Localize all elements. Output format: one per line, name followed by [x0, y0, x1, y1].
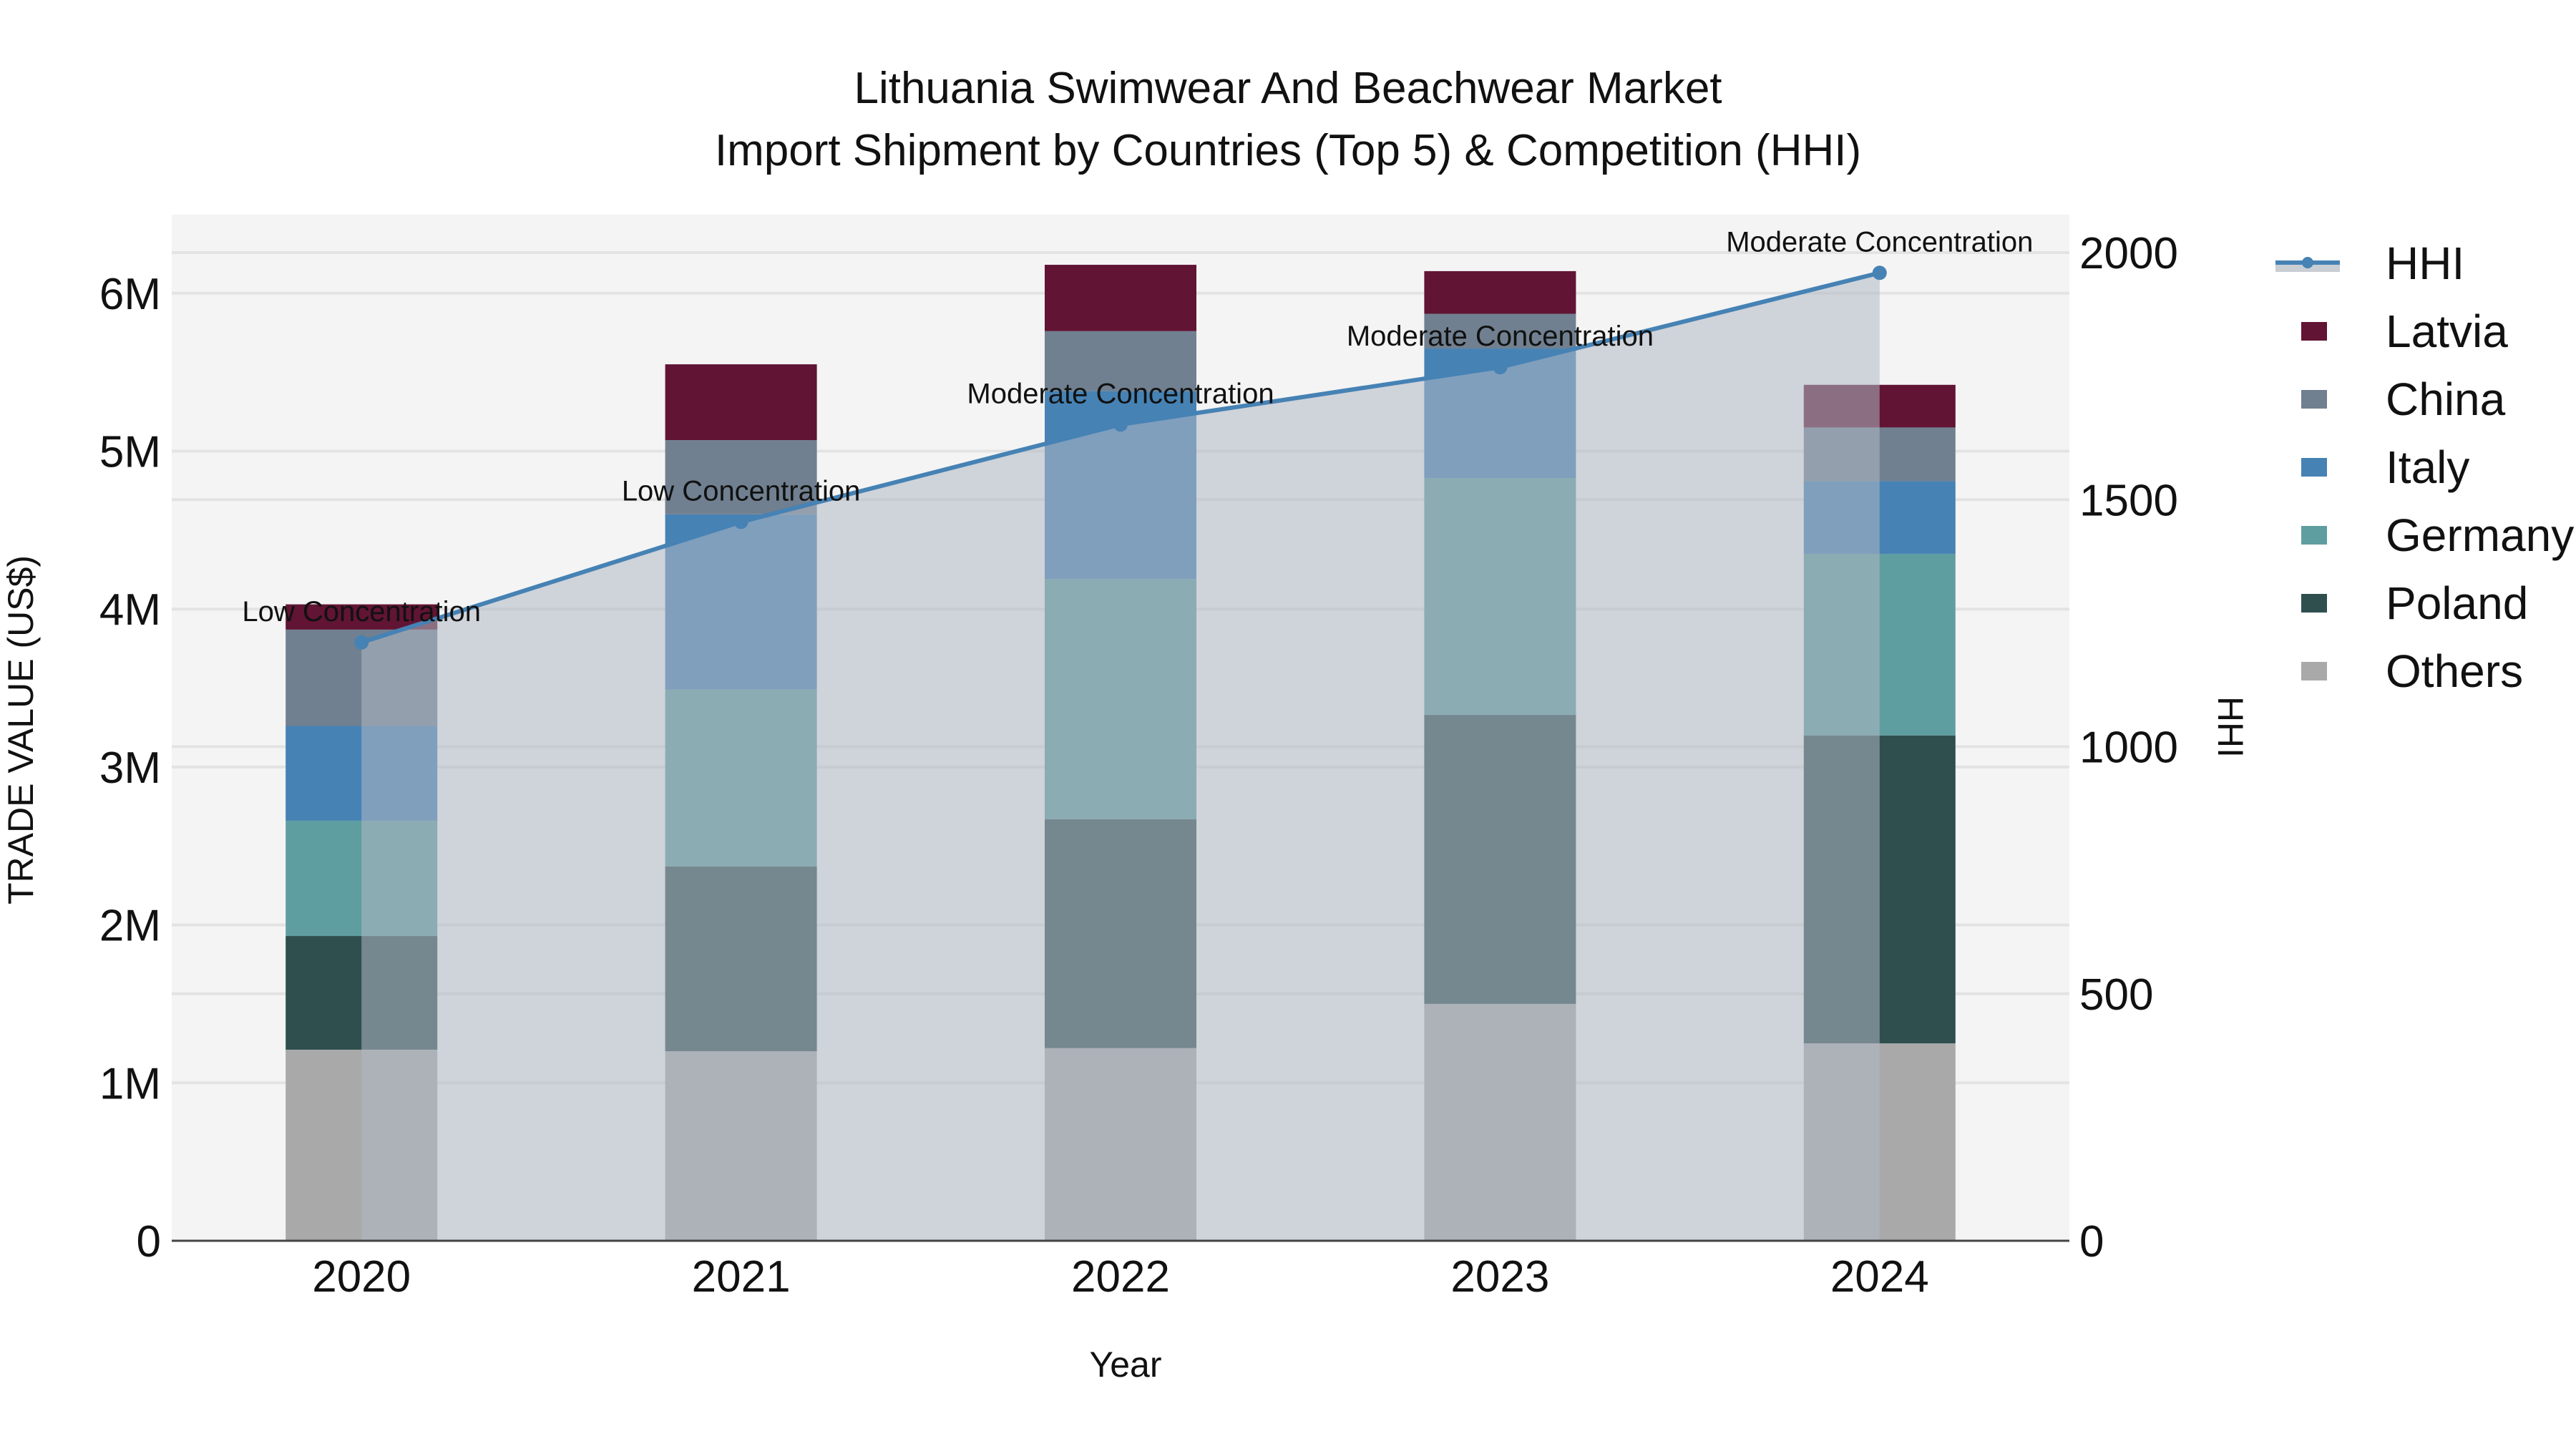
- chart-title-line1: Lithuania Swimwear And Beachwear Market: [854, 64, 1722, 113]
- legend-item-germany[interactable]: Germany: [2275, 501, 2574, 569]
- square-swatch-icon: [2301, 457, 2327, 477]
- y-tick-label: 5M: [99, 428, 161, 477]
- y-tick-label: 4M: [99, 585, 161, 635]
- legend-item-china[interactable]: China: [2275, 365, 2574, 433]
- y-axis-ticks: 0 1M 2M 3M 4M 5M 6M: [99, 270, 161, 1267]
- hhi-annotations: Low Concentration Low Concentration Modera…: [242, 226, 2033, 627]
- legend-label: Italy: [2386, 441, 2470, 493]
- y-tick-label: 1M: [99, 1059, 161, 1108]
- y-tick-label: 3M: [99, 743, 161, 793]
- legend-item-poland[interactable]: Poland: [2275, 569, 2574, 637]
- hhi-annotation-label: Moderate Concentration: [1347, 321, 1654, 352]
- hhi-marker: [733, 514, 748, 530]
- y2-axis-title: HHI: [2210, 696, 2250, 758]
- legend-label: Poland: [2386, 577, 2529, 629]
- square-swatch-icon: [2301, 389, 2327, 409]
- hhi-annotation-label: Moderate Concentration: [967, 378, 1274, 409]
- legend-label: Germany: [2386, 509, 2575, 561]
- x-tick-label: 2024: [1830, 1252, 1929, 1302]
- hhi-annotation-label: Moderate Concentration: [1726, 226, 2033, 258]
- bar-segment-china: [1424, 313, 1576, 349]
- hhi-fill-area: [361, 273, 1880, 1241]
- hhi-marker: [1493, 360, 1508, 375]
- legend-item-hhi[interactable]: HHI: [2275, 229, 2574, 297]
- x-axis-ticks: 2020 2021 2022 2023 2024: [312, 1252, 1929, 1302]
- y2-tick-label: 0: [2079, 1217, 2104, 1267]
- bar-segment-latvia: [1045, 265, 1196, 331]
- bar-segment-china: [665, 440, 817, 514]
- legend-label: Latvia: [2386, 305, 2508, 357]
- hhi-marker: [1872, 265, 1887, 280]
- chart-title-line2: Import Shipment by Countries (Top 5) & C…: [714, 126, 1862, 175]
- hhi-line-icon: [2275, 254, 2340, 273]
- y2-tick-label: 1500: [2079, 476, 2178, 525]
- hhi-annotation-label: Low Concentration: [242, 596, 481, 628]
- y2-tick-label: 500: [2079, 970, 2153, 1020]
- y-tick-label: 6M: [99, 270, 161, 319]
- x-tick-label: 2022: [1071, 1252, 1170, 1302]
- x-tick-label: 2020: [312, 1252, 411, 1302]
- hhi-annotation-label: Low Concentration: [622, 475, 861, 507]
- y-tick-label: 0: [137, 1217, 161, 1267]
- x-tick-label: 2023: [1450, 1252, 1549, 1302]
- square-swatch-icon: [2301, 321, 2327, 341]
- bar-segment-latvia: [665, 364, 817, 441]
- legend-item-others[interactable]: Others: [2275, 637, 2574, 705]
- y-tick-label: 2M: [99, 902, 161, 951]
- square-swatch-icon: [2301, 661, 2327, 680]
- hhi-marker: [354, 635, 369, 650]
- square-swatch-icon: [2301, 593, 2327, 613]
- hhi-marker: [1113, 417, 1128, 432]
- y2-axis-ticks: 0 500 1000 1500 2000: [2079, 229, 2178, 1267]
- x-tick-label: 2021: [692, 1252, 791, 1302]
- square-swatch-icon: [2301, 525, 2327, 545]
- y-axis-title: TRADE VALUE (US$): [1, 555, 41, 904]
- hhi-line: [354, 265, 1887, 650]
- legend-label: HHI: [2386, 237, 2465, 289]
- bar-segment-latvia: [1424, 270, 1576, 314]
- x-axis-title: Year: [1089, 1345, 1161, 1385]
- bar-segment-china: [1045, 331, 1196, 391]
- legend-item-italy[interactable]: Italy: [2275, 433, 2574, 501]
- legend: HHI Latvia China Italy Germany Poland Ot…: [2275, 229, 2574, 705]
- legend-item-latvia[interactable]: Latvia: [2275, 297, 2574, 365]
- y2-tick-label: 1000: [2079, 723, 2178, 773]
- legend-label: Others: [2386, 645, 2524, 697]
- hhi-area: [361, 273, 1880, 1241]
- y2-tick-label: 2000: [2079, 229, 2178, 278]
- legend-label: China: [2386, 373, 2506, 425]
